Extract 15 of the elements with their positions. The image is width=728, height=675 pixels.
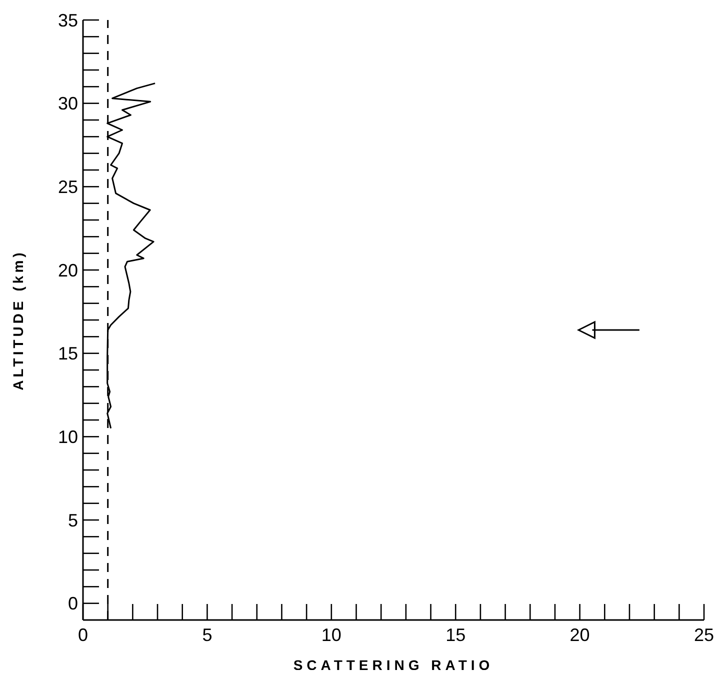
y-tick-label: 5: [68, 510, 78, 530]
x-axis-title: SCATTERING RATIO: [293, 657, 494, 673]
x-tick-label: 10: [321, 624, 342, 645]
y-tick-label: 35: [58, 10, 78, 30]
x-tick-label: 15: [446, 624, 466, 645]
x-tick-label: 5: [202, 624, 212, 645]
y-tick-label: 0: [68, 594, 78, 614]
x-tick-label: 25: [694, 624, 714, 645]
y-axis-title: ALTITUDE (km): [10, 250, 26, 390]
y-tick-label: 30: [58, 94, 78, 114]
y-tick-label: 10: [58, 427, 78, 448]
y-tick-label: 20: [58, 260, 78, 280]
y-tick-label: 25: [58, 177, 78, 198]
y-tick-label: 15: [58, 344, 78, 364]
x-tick-label: 20: [570, 624, 590, 645]
